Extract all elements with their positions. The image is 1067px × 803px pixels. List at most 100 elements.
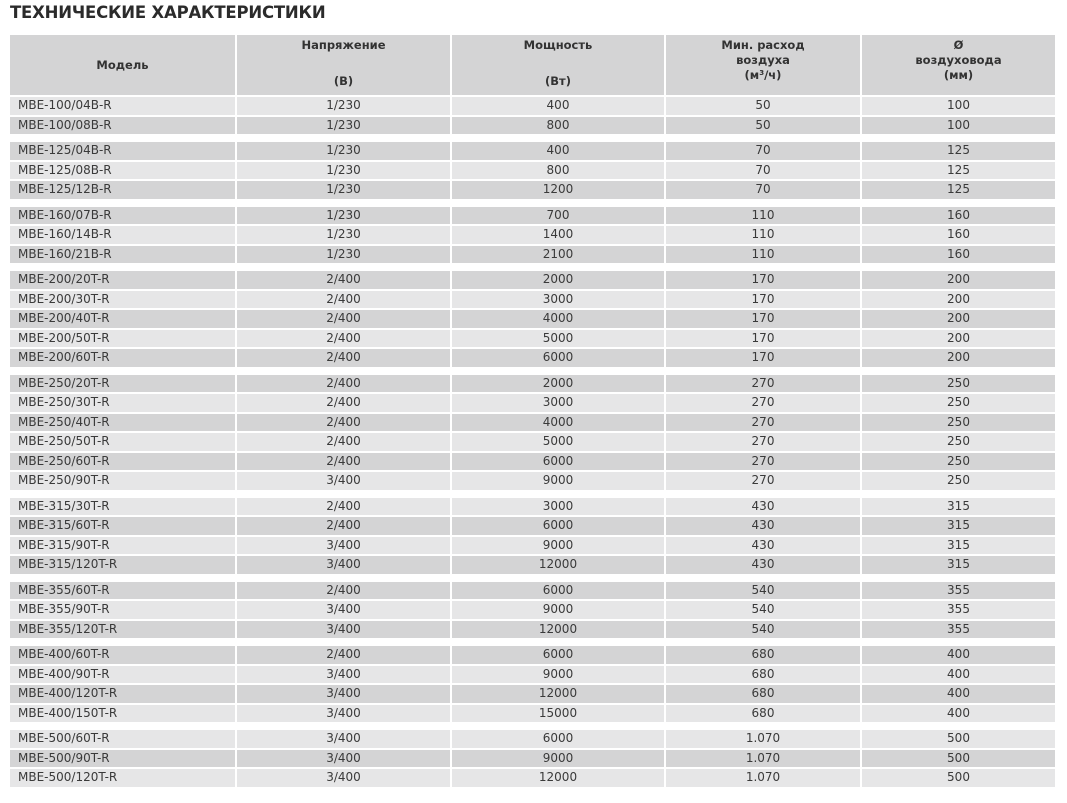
table-row: MBE-500/90T-R 3/400 9000 1.070 500: [10, 747, 1055, 767]
cell-power: 3000: [452, 497, 666, 515]
cell-airflow: 430: [666, 556, 862, 574]
cell-voltage: 3/400: [237, 620, 452, 638]
row-group: MBE-315/30T-R 2/400 3000 430 315 MBE-315/60T-…: [10, 495, 1055, 574]
cell-model: MBE-315/120T-R: [10, 556, 237, 574]
cell-power: 12000: [452, 556, 666, 574]
cell-airflow: 270: [666, 472, 862, 490]
cell-voltage: 3/400: [237, 556, 452, 574]
row-group: MBE-250/20T-R 2/400 2000 270 250 MBE-250/30T-…: [10, 372, 1055, 490]
cell-duct-diameter: 250: [862, 374, 1055, 392]
header-power: Мощность (Вт): [452, 35, 666, 95]
table-row: MBE-100/04B-R 1/230 400 50 100: [10, 95, 1055, 115]
cell-duct-diameter: 200: [862, 290, 1055, 308]
cell-power: 6000: [452, 349, 666, 367]
cell-model: MBE-160/21B-R: [10, 245, 237, 263]
cell-power: 9000: [452, 665, 666, 683]
table-row: MBE-250/90T-R 3/400 9000 270 250: [10, 470, 1055, 490]
cell-duct-diameter: 315: [862, 556, 1055, 574]
cell-duct-diameter: 200: [862, 310, 1055, 328]
table-row: MBE-315/60T-R 2/400 6000 430 315: [10, 515, 1055, 535]
cell-duct-diameter: 125: [862, 181, 1055, 199]
cell-duct-diameter: 200: [862, 329, 1055, 347]
header-duct-line2: воздуховода: [915, 53, 1002, 67]
cell-airflow: 680: [666, 665, 862, 683]
table-row: MBE-250/60T-R 2/400 6000 270 250: [10, 450, 1055, 470]
cell-voltage: 3/400: [237, 704, 452, 722]
cell-duct-diameter: 315: [862, 517, 1055, 535]
row-group: MBE-160/07B-R 1/230 700 110 160 MBE-160/14B-R…: [10, 204, 1055, 263]
table-row: MBE-250/50T-R 2/400 5000 270 250: [10, 431, 1055, 451]
table-row: MBE-200/30T-R 2/400 3000 170 200: [10, 288, 1055, 308]
cell-voltage: 3/400: [237, 536, 452, 554]
cell-voltage: 2/400: [237, 433, 452, 451]
cell-duct-diameter: 315: [862, 497, 1055, 515]
table-row: MBE-500/120T-R 3/400 12000 1.070 500: [10, 767, 1055, 787]
cell-airflow: 270: [666, 452, 862, 470]
cell-airflow: 170: [666, 329, 862, 347]
cell-power: 6000: [452, 452, 666, 470]
cell-voltage: 3/400: [237, 472, 452, 490]
cell-power: 2000: [452, 374, 666, 392]
cell-model: MBE-160/07B-R: [10, 206, 237, 224]
header-airflow-line2: воздуха: [736, 53, 790, 67]
table-row: MBE-400/60T-R 2/400 6000 680 400: [10, 644, 1055, 664]
row-group: MBE-100/04B-R 1/230 400 50 100 MBE-100/08B-R 1…: [10, 95, 1055, 134]
header-voltage-label: Напряжение: [301, 38, 386, 52]
cell-airflow: 430: [666, 497, 862, 515]
cell-airflow: 430: [666, 517, 862, 535]
cell-model: MBE-250/50T-R: [10, 433, 237, 451]
cell-model: MBE-200/40T-R: [10, 310, 237, 328]
table-row: MBE-250/30T-R 2/400 3000 270 250: [10, 392, 1055, 412]
cell-model: MBE-315/90T-R: [10, 536, 237, 554]
cell-power: 3000: [452, 394, 666, 412]
cell-model: MBE-355/60T-R: [10, 581, 237, 599]
cell-model: MBE-250/20T-R: [10, 374, 237, 392]
header-duct-diameter: Ø воздуховода (мм): [862, 35, 1055, 95]
cell-power: 6000: [452, 646, 666, 664]
specs-table: Модель Напряжение (В) Мощность (Вт) Мин.…: [10, 35, 1055, 787]
cell-duct-diameter: 500: [862, 749, 1055, 767]
cell-power: 1400: [452, 226, 666, 244]
cell-voltage: 2/400: [237, 517, 452, 535]
cell-voltage: 1/230: [237, 181, 452, 199]
table-body: MBE-100/04B-R 1/230 400 50 100 MBE-100/08B-R 1…: [10, 95, 1055, 787]
cell-voltage: 2/400: [237, 329, 452, 347]
cell-power: 700: [452, 206, 666, 224]
table-row: MBE-200/50T-R 2/400 5000 170 200: [10, 327, 1055, 347]
cell-model: MBE-200/20T-R: [10, 271, 237, 289]
cell-model: MBE-355/90T-R: [10, 601, 237, 619]
table-row: MBE-160/07B-R 1/230 700 110 160: [10, 204, 1055, 224]
table-row: MBE-100/08B-R 1/230 800 50 100: [10, 114, 1055, 134]
header-model-label: Модель: [96, 57, 149, 72]
cell-voltage: 2/400: [237, 581, 452, 599]
cell-power: 12000: [452, 685, 666, 703]
cell-airflow: 70: [666, 142, 862, 160]
cell-duct-diameter: 125: [862, 142, 1055, 160]
table-row: MBE-315/30T-R 2/400 3000 430 315: [10, 495, 1055, 515]
cell-voltage: 2/400: [237, 394, 452, 412]
cell-model: MBE-500/90T-R: [10, 749, 237, 767]
cell-airflow: 170: [666, 290, 862, 308]
cell-model: MBE-250/90T-R: [10, 472, 237, 490]
header-duct-unit: (мм): [943, 68, 974, 82]
cell-voltage: 1/230: [237, 226, 452, 244]
header-airflow-line1: Мин. расход: [721, 38, 805, 52]
cell-voltage: 2/400: [237, 413, 452, 431]
header-model: Модель: [10, 35, 237, 95]
cell-duct-diameter: 200: [862, 271, 1055, 289]
cell-duct-diameter: 355: [862, 620, 1055, 638]
cell-voltage: 3/400: [237, 769, 452, 787]
cell-model: MBE-200/50T-R: [10, 329, 237, 347]
table-row: MBE-315/120T-R 3/400 12000 430 315: [10, 554, 1055, 574]
cell-voltage: 3/400: [237, 665, 452, 683]
cell-airflow: 680: [666, 704, 862, 722]
row-group: MBE-500/60T-R 3/400 6000 1.070 500 MBE-500/90…: [10, 728, 1055, 787]
cell-power: 3000: [452, 290, 666, 308]
table-row: MBE-125/04B-R 1/230 400 70 125: [10, 140, 1055, 160]
cell-power: 6000: [452, 730, 666, 748]
row-group: MBE-200/20T-R 2/400 2000 170 200 MBE-200/30T-…: [10, 269, 1055, 367]
cell-voltage: 1/230: [237, 116, 452, 134]
header-duct-line1: Ø: [953, 38, 964, 52]
table-header: Модель Напряжение (В) Мощность (Вт) Мин.…: [10, 35, 1055, 95]
table-row: MBE-200/40T-R 2/400 4000 170 200: [10, 308, 1055, 328]
